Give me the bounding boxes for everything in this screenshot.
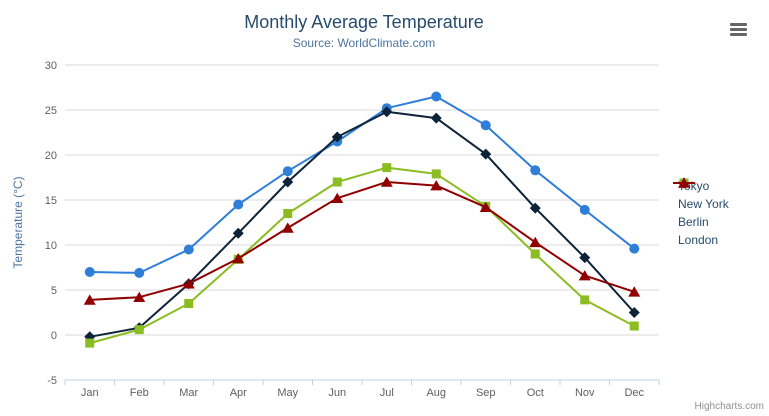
legend-item-berlin[interactable]: Berlin xyxy=(673,178,729,231)
data-point-berlin[interactable] xyxy=(283,209,293,218)
x-axis-tick-label: Mar xyxy=(179,387,198,399)
data-point-london[interactable] xyxy=(83,294,96,305)
legend-label: London xyxy=(678,233,719,247)
data-point-berlin[interactable] xyxy=(134,325,144,335)
data-point-london[interactable] xyxy=(232,253,245,264)
data-point-london[interactable] xyxy=(133,291,146,302)
x-axis-tick-label: Nov xyxy=(575,387,595,399)
data-point-new-york[interactable] xyxy=(232,227,244,239)
data-point-london[interactable] xyxy=(281,222,294,233)
series-line-tokyo xyxy=(88,95,636,274)
data-point-tokyo[interactable] xyxy=(134,267,145,278)
x-axis-tick-label: Sep xyxy=(476,387,496,399)
x-axis-tick-label: Jul xyxy=(380,387,394,399)
data-point-london[interactable] xyxy=(628,286,641,297)
data-point-berlin[interactable] xyxy=(431,169,441,179)
y-axis-tick-label: 0 xyxy=(51,330,57,342)
data-point-new-york[interactable] xyxy=(381,106,393,118)
data-point-berlin[interactable] xyxy=(382,163,392,173)
data-point-tokyo[interactable] xyxy=(233,199,244,210)
data-point-tokyo[interactable] xyxy=(629,243,640,254)
data-point-new-york[interactable] xyxy=(430,112,442,124)
data-point-london[interactable] xyxy=(182,278,195,289)
data-point-tokyo[interactable] xyxy=(480,120,491,131)
data-point-london[interactable] xyxy=(479,201,492,212)
data-point-london[interactable] xyxy=(380,176,393,187)
data-point-london[interactable] xyxy=(430,180,443,191)
data-point-tokyo[interactable] xyxy=(282,166,293,177)
series-new-york xyxy=(84,106,640,343)
data-point-new-york[interactable] xyxy=(480,148,492,160)
legend-item-new-york[interactable]: New York xyxy=(673,177,729,213)
data-point-berlin[interactable] xyxy=(332,177,342,187)
data-point-new-york[interactable] xyxy=(331,131,343,143)
data-point-tokyo[interactable] xyxy=(183,244,194,255)
data-point-new-york[interactable] xyxy=(529,202,541,214)
y-axis-tick-label: 5 xyxy=(51,285,57,297)
legend-label: Berlin xyxy=(678,215,709,229)
export-menu-button[interactable] xyxy=(728,21,749,38)
hamburger-menu-icon xyxy=(730,23,747,26)
data-point-berlin[interactable] xyxy=(85,338,95,348)
data-point-berlin[interactable] xyxy=(530,249,540,259)
data-point-london[interactable] xyxy=(331,192,344,203)
series-line-new-york xyxy=(88,110,636,338)
x-axis-tick-label: Oct xyxy=(527,387,544,399)
data-point-berlin[interactable] xyxy=(629,321,639,331)
data-point-new-york[interactable] xyxy=(628,307,640,318)
hamburger-menu-icon xyxy=(730,33,747,36)
y-axis-tick-label: 10 xyxy=(45,240,57,252)
x-axis-tick-label: Jun xyxy=(328,387,346,399)
data-point-new-york[interactable] xyxy=(282,176,294,188)
y-axis-tick-label: 20 xyxy=(45,150,57,162)
y-axis-tick-label: 30 xyxy=(45,60,57,72)
data-point-tokyo[interactable] xyxy=(431,91,442,102)
y-axis-tick-label: -5 xyxy=(47,375,57,387)
x-axis-tick-label: Apr xyxy=(230,387,247,399)
chart-title: Monthly Average Temperature xyxy=(244,12,484,32)
x-axis-tick-label: May xyxy=(277,387,298,399)
chart-subtitle: Source: WorldClimate.com xyxy=(292,36,436,50)
data-point-london[interactable] xyxy=(529,236,542,248)
hamburger-menu-icon xyxy=(730,28,747,31)
data-point-london[interactable] xyxy=(578,270,591,281)
x-axis-tick-label: Aug xyxy=(426,387,446,399)
y-axis-tick-label: 15 xyxy=(45,195,57,207)
data-point-berlin[interactable] xyxy=(580,295,590,305)
series-line-london xyxy=(88,181,636,301)
data-point-tokyo[interactable] xyxy=(530,165,541,176)
legend-item-london[interactable]: London xyxy=(673,177,729,249)
credits-link[interactable]: Highcharts.com xyxy=(694,401,764,412)
series-london xyxy=(83,176,641,305)
series-tokyo xyxy=(84,91,640,278)
data-point-berlin[interactable] xyxy=(184,299,194,308)
triangle-series-marker-icon xyxy=(673,177,695,188)
legend-label: New York xyxy=(678,197,729,211)
x-axis-tick-label: Feb xyxy=(130,387,149,399)
legend: Tokyo New York Berlin London xyxy=(673,177,729,249)
series-line-berlin xyxy=(88,166,636,345)
y-axis-title: Temperature (°C) xyxy=(11,176,25,268)
data-point-tokyo[interactable] xyxy=(84,267,95,277)
x-axis-tick-label: Jan xyxy=(81,387,99,399)
data-point-new-york[interactable] xyxy=(579,252,591,264)
x-axis-tick-label: Dec xyxy=(624,387,644,399)
data-point-tokyo[interactable] xyxy=(579,204,590,215)
legend-marker-london[interactable] xyxy=(678,177,690,188)
y-axis-tick-label: 25 xyxy=(45,105,57,117)
